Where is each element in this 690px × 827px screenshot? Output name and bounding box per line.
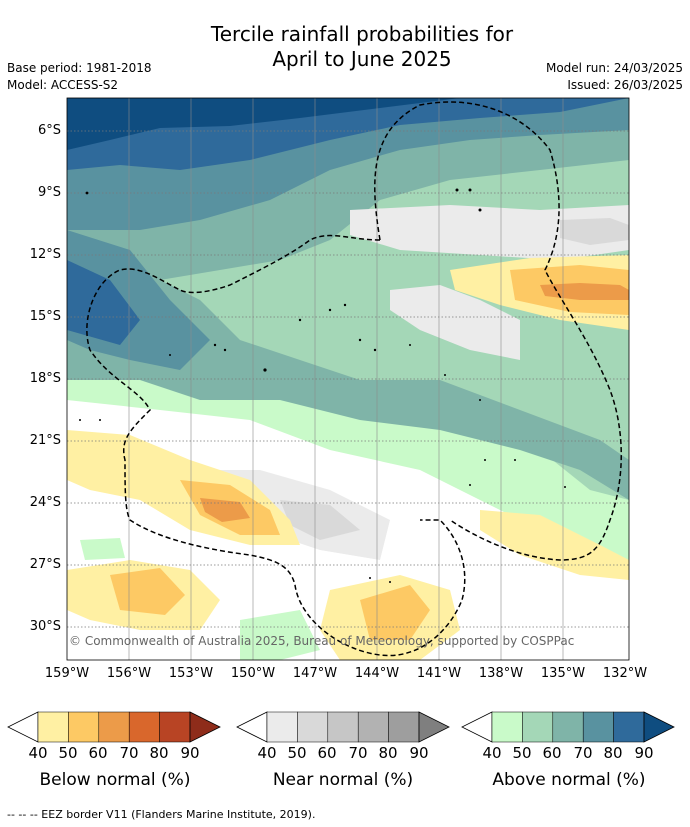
lon-label: 132°W (602, 666, 648, 681)
title-line-2: April to June 2025 (272, 47, 452, 71)
above-tick: 70 (573, 744, 593, 762)
below-tick: 70 (119, 744, 139, 762)
legend-high-arrow (643, 711, 675, 743)
above-90-region (67, 98, 460, 150)
near-50-south (280, 500, 360, 540)
lon-label: 159°W (44, 666, 90, 681)
below-60-east (540, 283, 629, 300)
near-tick: 60 (317, 744, 337, 762)
near-tick: 90 (409, 744, 429, 762)
lat-label: 30°S (29, 619, 61, 634)
legend-swatch (552, 711, 584, 743)
legend-swatch (68, 711, 100, 743)
above-tick: 50 (512, 744, 532, 762)
model-name: Model: ACCESS-S2 (7, 78, 119, 92)
lon-label: 156°W (106, 666, 152, 681)
below-tick: 90 (180, 744, 200, 762)
near-50-patch (560, 218, 629, 245)
below-tick: 50 (58, 744, 78, 762)
issued-date: Issued: 26/03/2025 (567, 78, 683, 92)
below-tick: 40 (28, 744, 48, 762)
graticule (67, 130, 629, 628)
title-line-1: Tercile rainfall probabilities for (210, 22, 514, 46)
islands (79, 188, 566, 583)
lat-label: 6°S (37, 123, 61, 138)
meta-left: Base period: 1981-2018 Model: ACCESS-S2 (7, 60, 152, 94)
lat-label: 15°S (29, 309, 61, 324)
legend-swatch (357, 711, 389, 743)
lat-label: 12°S (29, 247, 61, 262)
meta-right: Model run: 24/03/2025 Issued: 26/03/2025 (546, 60, 683, 94)
lat-label: 21°S (29, 433, 61, 448)
below-tick: 60 (88, 744, 108, 762)
above-tick: 80 (603, 744, 623, 762)
below-60-west (200, 498, 250, 522)
near-40-band (350, 205, 629, 260)
above-normal-title: Above normal (%) (492, 770, 646, 790)
lat-label: 18°S (29, 371, 61, 386)
below-normal-colorbar (7, 711, 221, 743)
legend-swatch (582, 711, 614, 743)
lat-label: 9°S (37, 185, 61, 200)
probability-field (67, 98, 629, 660)
legend-swatch (266, 711, 298, 743)
near-tick: 70 (348, 744, 368, 762)
legend-swatch (491, 711, 523, 743)
near-40-central (390, 285, 520, 360)
above-tick: 90 (634, 744, 654, 762)
eez-borders (86, 101, 622, 657)
legend-colorbars (7, 711, 675, 743)
legend-swatch (522, 711, 554, 743)
lat-label: 27°S (29, 557, 61, 572)
lon-label: 135°W (540, 666, 586, 681)
lon-label: 138°W (478, 666, 524, 681)
lon-label: 150°W (230, 666, 276, 681)
map-title: Tercile rainfall probabilities for April… (0, 22, 690, 72)
legend-swatch (128, 711, 160, 743)
near-normal-colorbar (236, 711, 450, 743)
legend-swatch (297, 711, 329, 743)
near-tick: 40 (257, 744, 277, 762)
base-period: Base period: 1981-2018 (7, 61, 152, 75)
copyright-notice: © Commonwealth of Australia 2025, Bureau… (69, 634, 575, 648)
legend-swatch (159, 711, 191, 743)
above-60-south (67, 270, 629, 500)
above-normal-colorbar (461, 711, 675, 743)
lon-label: 153°W (168, 666, 214, 681)
legend-swatch (98, 711, 130, 743)
above-tick: 40 (482, 744, 502, 762)
legend-low-arrow (461, 711, 493, 743)
legend-swatch (327, 711, 359, 743)
above-80-west (67, 260, 140, 345)
below-normal-title: Below normal (%) (39, 770, 191, 790)
meridians (128, 98, 564, 660)
lon-label: 147°W (292, 666, 338, 681)
legend-low-arrow (236, 711, 268, 743)
legend-swatch (37, 711, 69, 743)
eez-footnote: -- -- -- EEZ border V11 (Flanders Marine… (7, 808, 316, 821)
near-tick: 80 (378, 744, 398, 762)
near-normal-title: Near normal (%) (272, 770, 414, 790)
above-40-sw-patch (80, 538, 125, 560)
above-tick: 60 (542, 744, 562, 762)
model-run: Model run: 24/03/2025 (545, 61, 683, 75)
below-40-se (480, 510, 629, 580)
legend-swatch (613, 711, 645, 743)
legend-swatch (388, 711, 420, 743)
lat-label: 24°S (29, 495, 61, 510)
below-50-south (360, 585, 430, 640)
lon-label: 144°W (354, 666, 400, 681)
legend-high-arrow (418, 711, 450, 743)
legend-low-arrow (7, 711, 39, 743)
above-40-s-patch (240, 610, 320, 660)
near-tick: 50 (287, 744, 307, 762)
below-tick: 80 (149, 744, 169, 762)
lon-label: 141°W (416, 666, 462, 681)
legend-high-arrow (189, 711, 221, 743)
